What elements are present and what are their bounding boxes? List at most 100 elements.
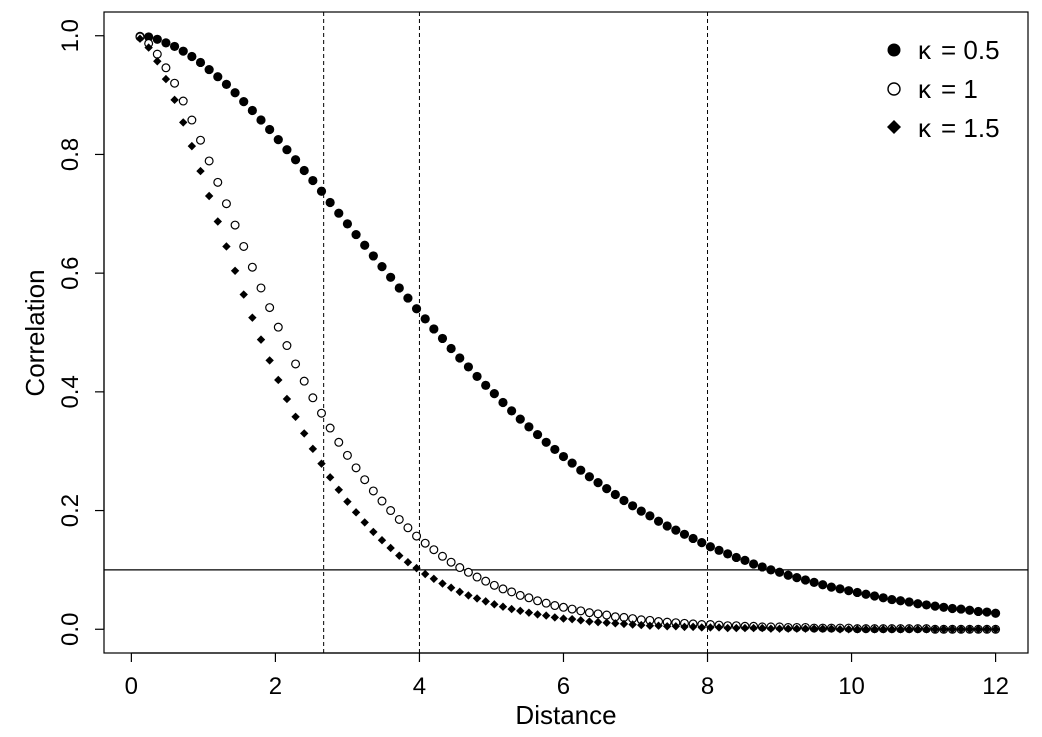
data-point <box>351 229 361 240</box>
data-point <box>714 623 724 632</box>
data-point <box>541 611 551 620</box>
data-point <box>472 572 482 582</box>
data-point <box>593 478 603 488</box>
data-point <box>386 543 395 553</box>
data-point <box>463 567 473 577</box>
data-point <box>792 624 802 633</box>
data-point <box>895 596 906 606</box>
data-point <box>697 538 707 548</box>
data-point <box>273 322 283 332</box>
data-point <box>602 610 612 620</box>
data-point <box>412 563 421 573</box>
data-point <box>809 577 819 587</box>
data-point <box>723 549 733 559</box>
data-point <box>239 290 248 299</box>
data-point <box>282 341 292 351</box>
data-point <box>446 343 456 354</box>
data-point <box>507 604 516 614</box>
data-point <box>325 423 335 433</box>
data-point <box>584 608 594 618</box>
data-point <box>195 57 206 68</box>
data-point <box>533 610 542 619</box>
data-point <box>187 51 197 62</box>
data-point <box>455 353 465 363</box>
data-point <box>351 463 361 473</box>
y-tick-label: 0.6 <box>57 256 84 289</box>
data-point <box>230 88 240 98</box>
data-point <box>706 623 715 632</box>
data-point <box>758 623 767 633</box>
data-point <box>498 397 508 408</box>
data-point <box>818 624 827 633</box>
data-point <box>429 545 439 555</box>
reference-lines <box>104 12 1028 653</box>
data-point <box>939 625 948 634</box>
y-axis: 0.0 0.2 0.4 0.6 0.8 1.0 <box>57 19 105 646</box>
data-point <box>982 607 992 617</box>
data-point <box>395 551 404 560</box>
data-point <box>930 601 940 611</box>
data-point <box>170 78 180 88</box>
data-point <box>489 389 499 399</box>
data-point <box>645 621 655 630</box>
data-point <box>213 177 223 187</box>
data-point <box>576 465 586 475</box>
data-point <box>515 590 525 600</box>
data-point <box>524 593 534 603</box>
data-point <box>291 359 301 369</box>
data-point <box>178 46 188 56</box>
data-point <box>610 489 620 500</box>
data-point <box>256 335 266 344</box>
data-point <box>507 587 517 597</box>
data-point <box>437 333 448 344</box>
data-point <box>152 34 162 44</box>
data-point <box>221 79 232 90</box>
data-point <box>351 508 361 517</box>
data-point <box>464 591 473 600</box>
data-point <box>144 43 153 52</box>
data-point <box>343 497 352 506</box>
data-point <box>593 617 603 627</box>
x-tick-label: 8 <box>701 673 714 700</box>
data-point <box>247 262 257 272</box>
legend-kappa-symbol: κ <box>918 35 932 65</box>
data-point <box>438 579 447 588</box>
data-point <box>204 156 214 166</box>
data-point <box>948 625 957 634</box>
data-point <box>835 625 845 634</box>
data-point <box>239 241 249 251</box>
data-point <box>792 573 802 583</box>
data-point <box>290 155 301 165</box>
data-point <box>904 625 914 634</box>
x-axis-title: Distance <box>515 700 616 730</box>
y-tick-label: 0.2 <box>57 494 84 527</box>
data-point <box>844 586 854 596</box>
data-point <box>688 622 698 632</box>
data-point <box>308 175 318 186</box>
y-tick-label: 0.8 <box>57 138 84 171</box>
series-kappa-1.5 <box>135 34 1000 634</box>
data-point <box>671 525 681 535</box>
data-point <box>611 619 620 628</box>
data-point <box>558 602 568 612</box>
legend-kappa-symbol: κ <box>918 113 932 143</box>
data-point <box>282 145 292 155</box>
data-point <box>740 623 750 633</box>
data-point <box>688 533 698 544</box>
data-point <box>230 266 240 275</box>
data-point <box>153 57 162 66</box>
data-point <box>516 606 525 616</box>
data-point <box>913 599 923 609</box>
data-point <box>835 584 845 594</box>
data-point <box>524 608 534 617</box>
data-point <box>196 135 206 145</box>
data-point <box>524 422 534 432</box>
data-point <box>161 74 171 84</box>
data-point <box>602 618 611 627</box>
data-point <box>490 600 499 609</box>
data-point <box>861 625 871 634</box>
data-point <box>775 624 784 633</box>
data-point <box>930 625 940 634</box>
data-point <box>161 63 171 73</box>
data-point <box>446 557 456 567</box>
